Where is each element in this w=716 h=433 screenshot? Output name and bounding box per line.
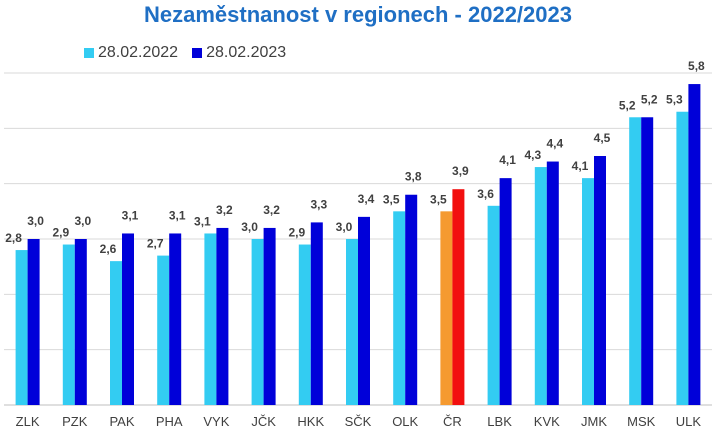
x-tick-label-cat-5: JČK bbox=[251, 414, 276, 429]
bar-series-1-cat-1 bbox=[62, 244, 75, 405]
x-tick-label-cat-14: ULK bbox=[676, 414, 702, 429]
x-tick-label-cat-2: PAK bbox=[109, 414, 134, 429]
x-tick-label-cat-9: ČR bbox=[443, 414, 462, 429]
bar-series-2-cat-0 bbox=[27, 239, 40, 405]
x-tick-label-cat-3: PHA bbox=[156, 414, 183, 429]
legend-label-series-1: 28.02.2022 bbox=[98, 44, 179, 61]
bar-series-2-cat-6 bbox=[310, 222, 323, 405]
bar-series-1-cat-0 bbox=[15, 250, 28, 405]
x-tick-label-cat-11: KVK bbox=[534, 414, 560, 429]
data-label-series-2-cat-8: 3,8 bbox=[405, 170, 422, 184]
bar-series-1-cat-6 bbox=[298, 244, 311, 405]
bar-series-1-cat-4 bbox=[204, 233, 217, 405]
data-label-series-2-cat-11: 4,4 bbox=[546, 137, 563, 151]
bar-series-2-cat-10 bbox=[499, 178, 512, 405]
bar-series-1-cat-9 bbox=[440, 211, 453, 405]
data-label-series-2-cat-5: 3,2 bbox=[263, 203, 280, 217]
legend: 28.02.2022 28.02.2023 bbox=[84, 44, 286, 62]
x-tick-label-cat-10: LBK bbox=[487, 414, 512, 429]
data-label-series-1-cat-10: 3,6 bbox=[477, 187, 494, 201]
data-label-series-1-cat-12: 4,1 bbox=[572, 159, 589, 173]
bar-series-1-cat-5 bbox=[251, 239, 264, 405]
x-tick-label-cat-12: JMK bbox=[581, 414, 607, 429]
bar-series-2-cat-7 bbox=[358, 216, 370, 405]
bar-series-2-cat-3 bbox=[169, 233, 182, 405]
data-label-series-2-cat-10: 4,1 bbox=[499, 153, 516, 167]
data-label-series-1-cat-3: 2,7 bbox=[147, 237, 164, 251]
x-tick-label-cat-13: MSK bbox=[627, 414, 656, 429]
legend-item-series-2: 28.02.2023 bbox=[192, 44, 286, 62]
bar-series-1-cat-2 bbox=[110, 261, 122, 405]
bar-series-2-cat-11 bbox=[546, 161, 559, 405]
data-label-series-2-cat-2: 3,1 bbox=[122, 208, 139, 222]
bar-series-2-cat-5 bbox=[263, 227, 276, 405]
x-tick-label-cat-7: SČK bbox=[345, 414, 372, 429]
bar-series-1-cat-13 bbox=[629, 117, 642, 406]
legend-swatch-series-1 bbox=[84, 48, 94, 58]
data-label-series-1-cat-2: 2,6 bbox=[100, 242, 117, 256]
data-label-series-1-cat-4: 3,1 bbox=[194, 214, 211, 228]
data-label-series-1-cat-0: 2,8 bbox=[5, 231, 22, 245]
data-label-series-2-cat-13: 5,2 bbox=[641, 92, 658, 106]
data-label-series-1-cat-1: 2,9 bbox=[52, 226, 69, 240]
data-label-series-1-cat-5: 3,0 bbox=[241, 220, 258, 234]
bar-series-1-cat-12 bbox=[582, 178, 594, 405]
bar-series-1-cat-10 bbox=[487, 205, 500, 405]
bar-series-1-cat-3 bbox=[157, 255, 170, 405]
x-tick-label-cat-4: VYK bbox=[203, 414, 229, 429]
chart-title: Nezaměstnanost v regionech - 2022/2023 bbox=[144, 2, 572, 27]
bar-series-1-cat-8 bbox=[393, 211, 406, 405]
x-tick-label-cat-1: PZK bbox=[62, 414, 88, 429]
x-tick-label-cat-0: ZLK bbox=[16, 414, 40, 429]
bar-series-2-cat-8 bbox=[405, 194, 418, 405]
data-label-series-2-cat-3: 3,1 bbox=[169, 208, 186, 222]
data-label-series-2-cat-6: 3,3 bbox=[310, 197, 327, 211]
x-tick-label-cat-8: OLK bbox=[392, 414, 418, 429]
data-label-series-2-cat-1: 3,0 bbox=[74, 214, 91, 228]
bar-series-2-cat-13 bbox=[641, 117, 654, 406]
data-label-series-1-cat-7: 3,0 bbox=[336, 220, 353, 234]
bar-series-2-cat-12 bbox=[594, 156, 606, 405]
data-label-series-1-cat-11: 4,3 bbox=[524, 148, 541, 162]
data-label-series-1-cat-13: 5,2 bbox=[619, 98, 636, 112]
data-label-series-2-cat-4: 3,2 bbox=[216, 203, 233, 217]
legend-swatch-series-2 bbox=[192, 48, 203, 58]
data-label-series-2-cat-9: 3,9 bbox=[452, 164, 469, 178]
bar-series-2-cat-2 bbox=[122, 233, 134, 405]
bar-series-2-cat-9 bbox=[452, 189, 465, 405]
data-label-series-2-cat-14: 5,8 bbox=[688, 59, 705, 73]
data-label-series-2-cat-12: 4,5 bbox=[594, 131, 611, 145]
data-label-series-1-cat-6: 2,9 bbox=[288, 226, 305, 240]
bar-series-2-cat-14 bbox=[688, 84, 701, 406]
bar-series-1-cat-14 bbox=[676, 111, 689, 405]
data-label-series-1-cat-9: 3,5 bbox=[430, 192, 447, 206]
data-label-series-1-cat-8: 3,5 bbox=[383, 192, 400, 206]
data-label-series-2-cat-7: 3,4 bbox=[358, 192, 375, 206]
bar-series-2-cat-1 bbox=[74, 239, 87, 405]
bar-series-1-cat-7 bbox=[346, 239, 358, 405]
data-label-series-2-cat-0: 3,0 bbox=[27, 214, 44, 228]
bar-series-1-cat-11 bbox=[534, 167, 547, 405]
legend-item-series-1: 28.02.2022 bbox=[84, 44, 178, 62]
x-tick-label-cat-6: HKK bbox=[297, 414, 324, 429]
bar-series-2-cat-4 bbox=[216, 227, 229, 405]
legend-label-series-2: 28.02.2023 bbox=[206, 44, 287, 61]
data-label-series-1-cat-14: 5,3 bbox=[666, 93, 683, 107]
